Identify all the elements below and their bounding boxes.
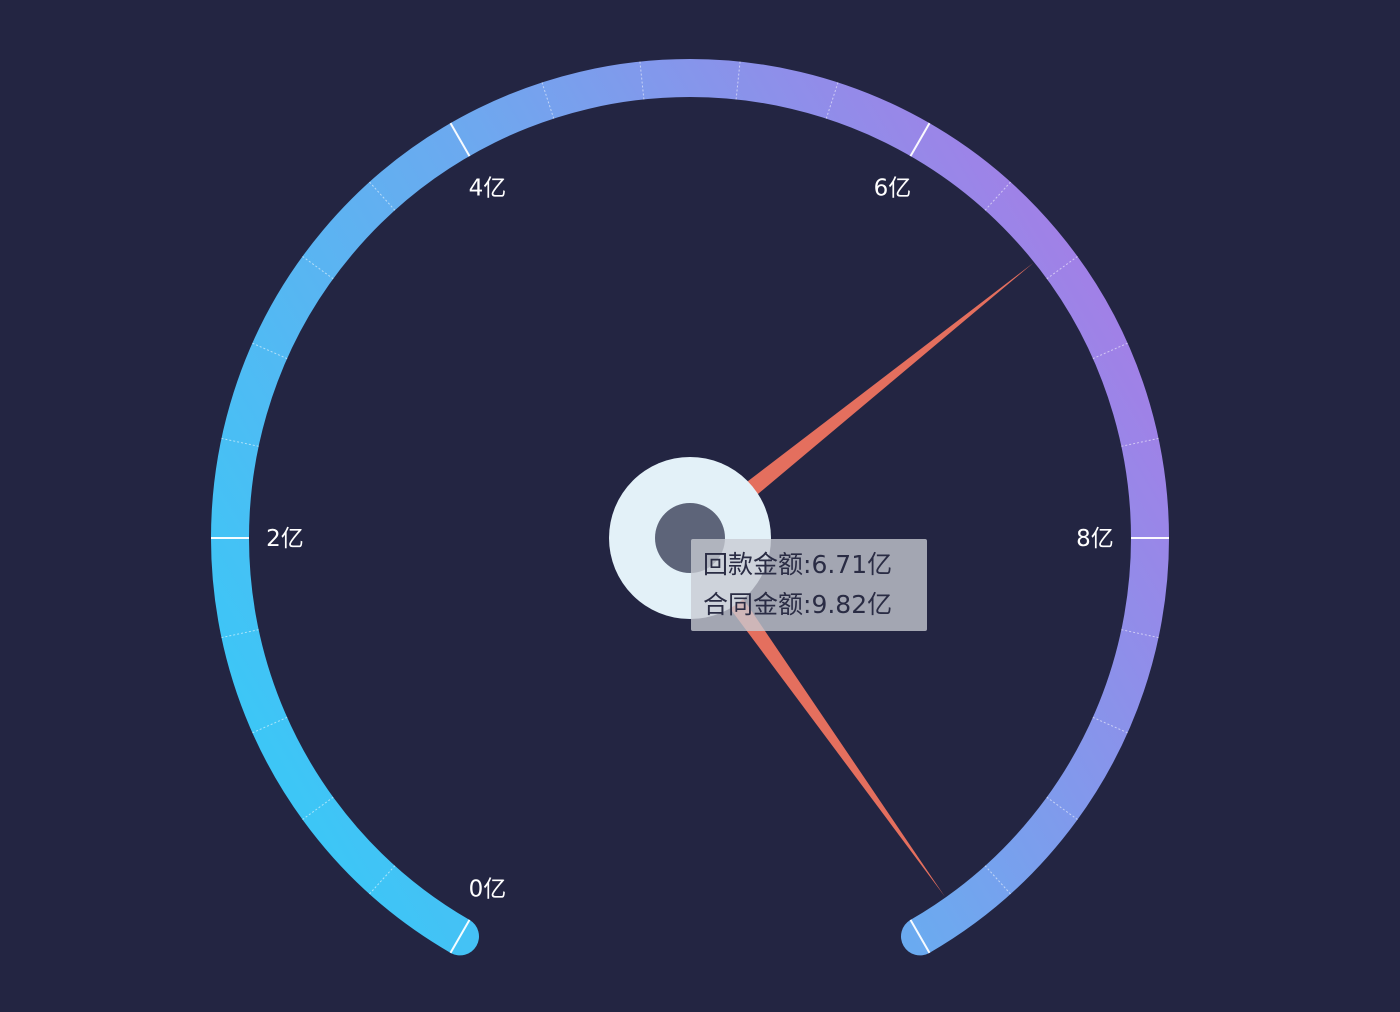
tick-label: 6亿 xyxy=(874,175,912,201)
major-tick xyxy=(909,122,931,157)
tooltip: 回款金额:6.71亿 合同金额:9.82亿 xyxy=(691,539,927,631)
tooltip-label: 回款金额 xyxy=(703,550,804,579)
tick-label: 4亿 xyxy=(469,175,507,201)
gauge-arc-group xyxy=(211,59,1169,956)
gauge-labels-group: 0亿 2亿 4亿 6亿 8亿 xyxy=(266,175,1114,902)
tick-label: 2亿 xyxy=(266,526,304,552)
major-tick xyxy=(909,919,931,954)
tooltip-row-payment: 回款金额:6.71亿 xyxy=(703,550,893,579)
major-tick xyxy=(449,919,471,954)
tooltip-value: 6.71亿 xyxy=(811,550,893,579)
gauge-ticks-group xyxy=(211,61,1169,954)
tooltip-row-contract: 合同金额:9.82亿 xyxy=(703,590,893,619)
major-tick xyxy=(449,122,471,157)
tick-label: 8亿 xyxy=(1076,526,1114,552)
tooltip-value: 9.82亿 xyxy=(811,590,893,619)
gauge-pointer xyxy=(683,262,1034,546)
gauge-arc xyxy=(211,59,1169,956)
tick-label: 0亿 xyxy=(469,877,507,903)
tooltip-label: 合同金额 xyxy=(703,590,804,619)
